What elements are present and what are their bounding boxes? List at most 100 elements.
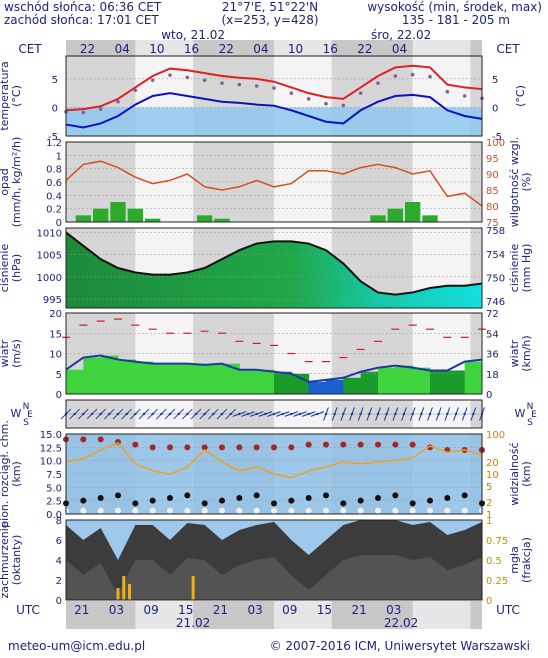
cover-tick: 4 [56, 556, 62, 567]
precip-bar [405, 202, 421, 222]
wind-arrow-head [324, 412, 328, 416]
feels-like-dot [289, 91, 294, 95]
feels-like-dot [324, 101, 328, 106]
wind-speed-bar [135, 361, 154, 394]
bottom-hour-label: 21 [351, 603, 366, 617]
pressure-tick: 1010 [37, 228, 62, 239]
wind-kmh-tick: 0 [486, 390, 492, 401]
feels-like-dot [428, 74, 432, 79]
cloud-extent-axis-label: (km) [10, 461, 23, 487]
wind-speed-bar [170, 363, 188, 394]
feels-like-dot [168, 73, 172, 77]
cloud-top-dot [288, 444, 295, 451]
wind-arrow-head [307, 412, 310, 416]
pressure-tick: 1000 [37, 273, 62, 284]
fog-axis-label: mgła [508, 546, 521, 574]
wind-arrow-head [402, 412, 406, 416]
wind-arrow-head [220, 412, 224, 416]
fog-axis-label: (frakcja) [520, 537, 533, 583]
precip-tick: 0.4 [46, 191, 62, 202]
wind-speed-bar [66, 369, 84, 394]
wind-arrow-head [472, 412, 475, 416]
humidity-tick: 95 [486, 154, 499, 165]
low-cloud-dot [97, 507, 104, 514]
sunset-text: zachód słońca: 17:01 CET [4, 13, 159, 27]
wind-ms-tick: 0 [56, 390, 62, 401]
cloud-km-tick: 15.0 [40, 430, 62, 441]
top-hour-label: 16 [323, 42, 338, 56]
wind-arrow-head [203, 412, 206, 416]
fog-tick: 0.75 [486, 536, 508, 547]
pressure-tick: 1005 [37, 251, 62, 262]
cloud-top-dot [340, 441, 347, 448]
visibility-tick: 2 [486, 498, 492, 509]
precip-bar [387, 208, 403, 222]
feels-like-dot [272, 86, 276, 90]
low-cloud-dot [219, 507, 225, 514]
pressure-mmhg-tick: 758 [486, 226, 505, 237]
temp-tick-right: 5 [492, 75, 498, 86]
low-cloud-dot [427, 507, 433, 514]
precip-tick: 0 [56, 218, 62, 229]
visibility-tick: 1 [486, 510, 492, 521]
wind-arrow-head [246, 412, 250, 416]
cloud-base-dot [149, 497, 156, 504]
cloud-base-dot [115, 492, 121, 499]
wind-ms-tick: 20 [49, 309, 62, 320]
wind-speed-bar [291, 373, 310, 394]
pressure-mmhg-tick: 746 [486, 297, 505, 308]
compass-w: W [515, 407, 526, 420]
cloud-top-dot [409, 441, 416, 448]
temp-tick-left: 5 [52, 75, 58, 86]
cloud-base-dot [409, 500, 416, 507]
night-band [470, 313, 482, 394]
precip-bar [197, 215, 213, 222]
elevation-title: wysokość (min, środek, max) [367, 0, 542, 14]
wind-ms-tick: 5 [56, 370, 62, 381]
compass-e: E [27, 410, 33, 420]
panel-frame [65, 399, 483, 429]
cloud-base-dot [340, 500, 347, 507]
wind-axis-label: (m/s) [10, 339, 23, 368]
humidity-tick: 80 [486, 202, 499, 213]
cloud-km-tick: 0.0 [46, 510, 62, 521]
wind-arrow-head [73, 412, 76, 416]
cover-tick: 2 [56, 576, 62, 587]
precip-tick: 0.8 [46, 165, 62, 176]
cloud-km-tick: 12.5 [40, 443, 62, 454]
wind-arrow-head [463, 412, 466, 416]
cloud-cover-axis-label: zachmurzenie [0, 521, 11, 598]
wind-axis-label-right: wiatr [508, 339, 521, 367]
top-hour-label: 22 [80, 42, 95, 56]
bottom-axis-night [331, 601, 413, 629]
wind-ms-tick: 10 [49, 350, 62, 361]
footer-copyright: © 2007-2016 ICM, Uniwersytet Warszawski [269, 639, 530, 653]
cloud-top-dot [167, 444, 173, 451]
precip-axis-label: opad [0, 168, 11, 195]
cloud-base-dot [167, 495, 173, 501]
wind-arrow-head [125, 412, 128, 416]
footer-email[interactable]: meteo-um@icm.edu.pl [8, 639, 146, 653]
wind-arrow-head [99, 412, 102, 416]
low-cloud-dot [132, 507, 139, 514]
cloud-base-dot [132, 500, 139, 507]
wind-arrow-head [212, 412, 215, 416]
wind-arrow-head [116, 412, 120, 416]
cloud-base-dot [80, 497, 87, 504]
feels-like-dot [237, 82, 242, 87]
bottom-hour-label: 03 [109, 603, 124, 617]
wind-speed-bar [222, 363, 240, 394]
cloud-top-dot [97, 436, 104, 443]
low-cloud-dot [461, 507, 468, 514]
cloud-top-dot [184, 444, 191, 451]
bottom-axis-night [193, 601, 274, 629]
visibility-axis-label: widzialność [508, 442, 521, 505]
pressure-axis-label: ciśnienie [0, 244, 11, 293]
wind-speed-bar [326, 379, 344, 394]
wind-speed-bar [83, 357, 102, 394]
wind-arrow-head [142, 412, 146, 416]
precip-tick: 0.6 [46, 178, 62, 189]
bottom-hour-label: 03 [386, 603, 401, 617]
temperature-line [65, 64, 483, 112]
cloud-km-tick: 2.5 [46, 497, 62, 508]
